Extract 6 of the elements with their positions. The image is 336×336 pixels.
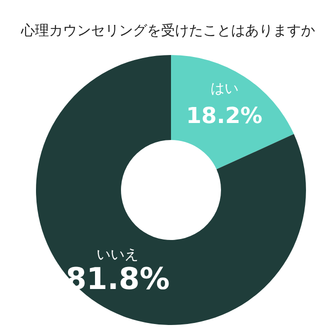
slice-label: はい xyxy=(210,81,238,98)
data-label: 18.2% xyxy=(186,104,262,130)
donut-slice xyxy=(171,55,294,170)
chart-title: 心理カウンセリングを受けたことはありますか xyxy=(20,22,316,40)
slice-label: いいえ xyxy=(96,246,139,263)
donut-slice xyxy=(36,55,306,325)
